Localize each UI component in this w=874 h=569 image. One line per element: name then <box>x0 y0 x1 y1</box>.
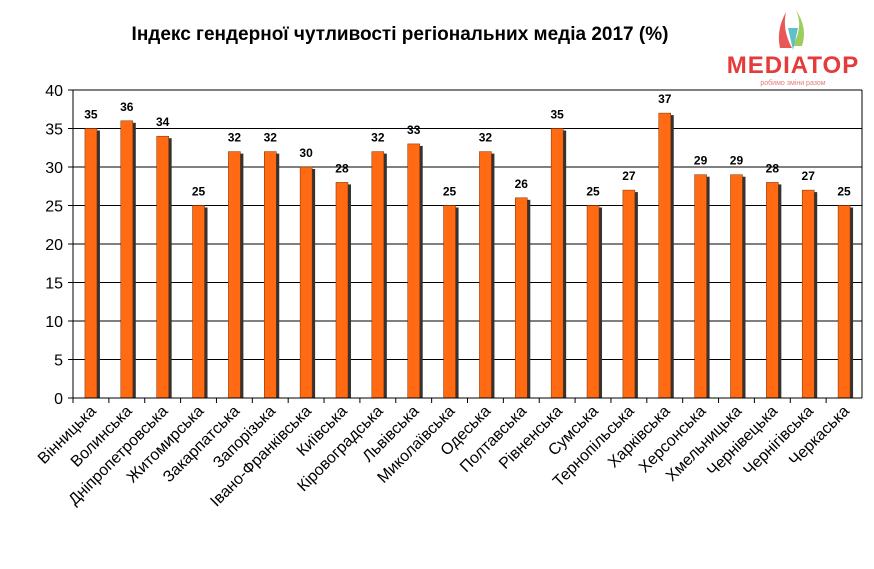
y-tick-label: 25 <box>45 199 63 216</box>
axes <box>68 89 863 403</box>
bar <box>837 205 851 399</box>
bar <box>156 135 169 399</box>
data-label: 27 <box>802 169 816 183</box>
bar <box>120 120 134 399</box>
data-label: 32 <box>371 131 385 145</box>
data-label: 25 <box>443 185 457 199</box>
data-label: 32 <box>228 131 242 145</box>
data-label: 26 <box>515 177 529 191</box>
y-tick-label: 5 <box>54 353 63 370</box>
chart-title: Індекс гендерної чутливості регіональних… <box>131 24 669 45</box>
data-label: 29 <box>694 154 708 168</box>
data-label: 30 <box>299 146 313 160</box>
bar <box>766 182 779 399</box>
bar <box>586 205 600 399</box>
bar <box>515 197 528 399</box>
bar <box>371 151 385 399</box>
data-label: 32 <box>479 131 493 145</box>
y-tick-label: 20 <box>45 237 63 254</box>
y-tick-label: 30 <box>45 160 63 177</box>
data-label: 28 <box>335 161 349 175</box>
bar <box>622 189 636 399</box>
logo-tagline: робимо зміни разом <box>760 80 826 87</box>
logo-wordmark: MEDIATOP <box>726 52 860 79</box>
bar <box>730 174 743 399</box>
labels: 051015202530354035Вінницька36Волинська34… <box>35 83 853 510</box>
data-label: 33 <box>407 123 421 137</box>
bar <box>84 128 98 399</box>
y-tick-label: 0 <box>54 391 63 408</box>
data-label: 35 <box>550 108 564 122</box>
bar <box>443 205 456 399</box>
data-label: 32 <box>264 131 278 145</box>
bar <box>550 128 564 399</box>
data-label: 36 <box>120 100 134 114</box>
data-label: 25 <box>586 185 600 199</box>
y-tick-label: 10 <box>45 314 63 331</box>
y-tick-label: 35 <box>45 122 63 139</box>
bar <box>407 143 420 399</box>
mediatop-logo: MEDIATOP робимо зміни разом <box>718 6 868 87</box>
data-label: 25 <box>192 185 206 199</box>
bar <box>479 151 492 399</box>
y-tick-label: 40 <box>45 83 63 100</box>
data-label: 25 <box>837 185 851 199</box>
bar <box>658 112 671 399</box>
logo-mark-icon <box>778 10 804 50</box>
data-label: 29 <box>730 154 744 168</box>
bar <box>694 174 707 399</box>
data-label: 34 <box>156 115 170 129</box>
bar <box>264 151 277 399</box>
bar <box>335 182 349 399</box>
data-label: 27 <box>622 169 636 183</box>
bar <box>192 205 205 399</box>
bar <box>801 189 815 399</box>
bar <box>299 166 313 399</box>
data-label: 35 <box>84 108 98 122</box>
data-label: 37 <box>658 92 672 106</box>
bar <box>228 151 241 399</box>
data-label: 28 <box>766 161 780 175</box>
y-tick-label: 15 <box>45 276 63 293</box>
bars <box>84 112 854 399</box>
